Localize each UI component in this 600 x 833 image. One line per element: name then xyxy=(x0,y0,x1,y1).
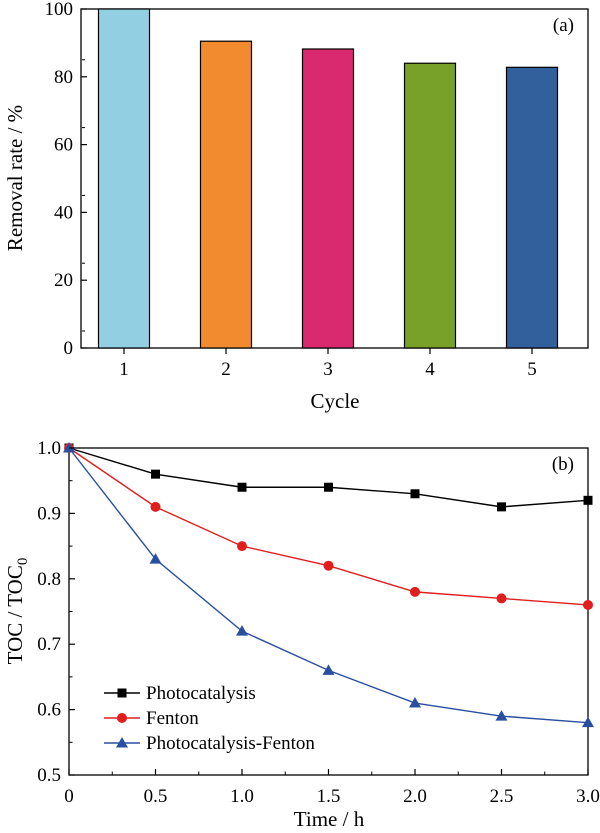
bar-cycle-4 xyxy=(403,62,457,349)
legend-label: Photocatalysis xyxy=(146,683,256,704)
panel-a-bars xyxy=(97,8,559,349)
legend-marker xyxy=(117,688,127,698)
data-point xyxy=(149,553,162,564)
legend-marker xyxy=(116,737,128,748)
y-tick-label: 0 xyxy=(64,338,74,359)
data-point xyxy=(237,541,247,552)
panel-b-line-chart: 0.50.60.70.80.91.0 0 0.5 1.0 1.5 2.0 2.5 3.0 (… xyxy=(3,438,600,831)
series-photocatalysis xyxy=(64,443,593,512)
x-tick-label: 4 xyxy=(425,359,435,380)
y-tick-label: 0.9 xyxy=(37,503,61,524)
panel-b-y-axis-title-main: TOC / TOC xyxy=(3,565,27,664)
data-point xyxy=(151,469,160,479)
y-tick-label: 0.8 xyxy=(37,569,61,590)
y-tick-label: 0.7 xyxy=(37,634,61,655)
y-tick-label: 40 xyxy=(54,202,73,223)
x-tick-label: 2.0 xyxy=(403,786,427,807)
x-tick-label: 2.5 xyxy=(490,786,514,807)
data-point xyxy=(237,482,247,492)
data-point xyxy=(583,599,593,610)
x-tick-label: 3 xyxy=(323,359,333,380)
y-tick-label: 1.0 xyxy=(37,438,61,459)
bar-cycle-3 xyxy=(301,48,355,349)
y-tick-label: 100 xyxy=(45,0,74,20)
panel-b-label: (b) xyxy=(552,454,574,475)
y-tick-label: 60 xyxy=(54,135,73,156)
panel-a-y-ticks: 0 20 40 60 80 100 xyxy=(45,0,87,359)
data-point xyxy=(63,442,75,453)
panel-a-y-axis-title: Removal rate / % xyxy=(3,105,27,251)
data-point xyxy=(497,502,506,512)
panel-b-legend: Photocatalysis Fenton Photocatalysis-Fento… xyxy=(104,683,315,754)
y-tick-label: 80 xyxy=(54,67,73,88)
panel-b-y-ticks: 0.5 0.6 0.7 0.8 0.9 1.0 xyxy=(37,438,75,786)
bar-cycle-1 xyxy=(97,8,151,349)
x-tick-label: 1.0 xyxy=(230,786,254,807)
series-line xyxy=(68,447,589,508)
data-point xyxy=(583,495,593,505)
x-tick-label: 1.5 xyxy=(317,786,341,807)
data-point xyxy=(323,560,334,571)
data-point xyxy=(496,593,507,604)
panel-b-y-axis-title-subscript: 0 xyxy=(15,558,31,566)
data-point xyxy=(150,501,161,512)
bar-cycle-2 xyxy=(199,40,253,349)
y-tick-label: 20 xyxy=(54,270,73,291)
x-tick-label: 0.5 xyxy=(144,786,168,807)
series-photocatalysis-fenton xyxy=(63,442,594,728)
data-point xyxy=(495,710,508,721)
x-tick-label: 3.0 xyxy=(576,786,600,807)
y-tick-label: 0.6 xyxy=(37,700,61,721)
legend-label: Photocatalysis-Fenton xyxy=(146,733,315,754)
data-point xyxy=(582,716,594,728)
panel-b-x-ticks: 0 0.5 1.0 1.5 2.0 2.5 3.0 xyxy=(64,769,600,807)
bar-cycle-5 xyxy=(505,66,559,349)
panel-a-bar-chart: 0 20 40 60 80 100 1 2 3 4 5 (a) Cycle Removal rat… xyxy=(3,0,589,413)
legend-marker xyxy=(117,713,127,723)
panel-a-x-axis-title: Cycle xyxy=(311,389,360,413)
panel-a-x-ticks: 1 2 3 4 5 xyxy=(119,348,537,380)
data-point xyxy=(410,489,420,499)
y-tick-label: 0.5 xyxy=(37,765,61,786)
panel-b-x-axis-title: Time / h xyxy=(294,807,365,831)
x-tick-label: 0 xyxy=(64,786,74,807)
x-tick-label: 2 xyxy=(221,359,231,380)
data-point xyxy=(236,625,248,636)
data-point xyxy=(410,586,420,597)
x-tick-label: 5 xyxy=(527,359,537,380)
x-tick-label: 1 xyxy=(119,359,129,380)
data-point xyxy=(324,482,333,492)
panel-a-label: (a) xyxy=(553,15,574,36)
panel-b-y-axis-title: TOC / TOC0 xyxy=(3,558,31,665)
legend-label: Fenton xyxy=(146,708,199,729)
series-fenton xyxy=(64,443,593,610)
panel-b-series xyxy=(63,442,594,728)
data-point xyxy=(322,664,335,675)
data-point xyxy=(409,697,421,708)
